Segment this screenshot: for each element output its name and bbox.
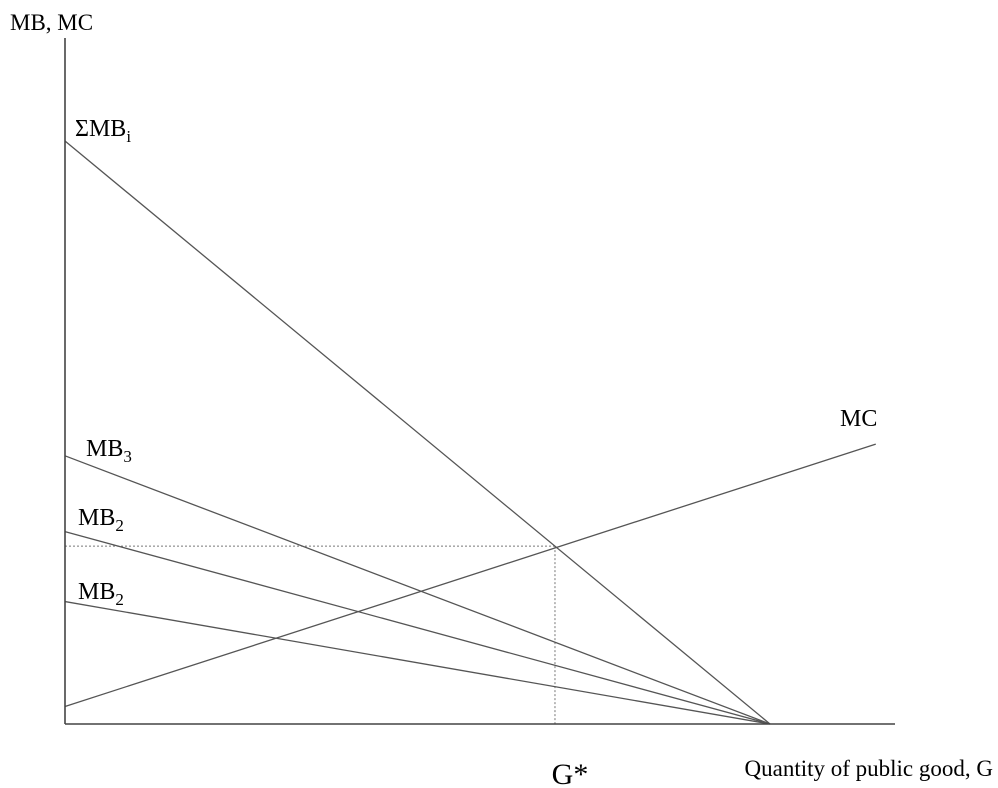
optimum-guide-lines <box>65 545 556 724</box>
sum-mb-label-main: ΣMB <box>75 116 126 142</box>
mc-line <box>64 443 876 708</box>
mb2-lower-label: MB2 <box>78 579 124 609</box>
mb3-label-main: MB <box>86 436 123 462</box>
mb3-label: MB3 <box>86 436 132 466</box>
mb2-lower-label-subscript: 2 <box>115 590 124 609</box>
mb3-label-subscript: 3 <box>123 447 132 466</box>
x-axis-label: Quantity of public good, G <box>745 756 994 781</box>
mb3-line <box>64 455 771 725</box>
sum-mb-label-subscript: i <box>126 127 131 146</box>
mb2-upper-line <box>64 530 771 725</box>
sum-mb-line <box>64 140 771 725</box>
mb2-upper-label-main: MB <box>78 505 115 531</box>
curves <box>64 140 876 725</box>
mc-label-main: MC <box>840 406 877 432</box>
mb2-upper-label: MB2 <box>78 505 124 535</box>
sum-mb-label: ΣMBi <box>75 116 131 146</box>
mb2-lower-label-main: MB <box>78 579 115 605</box>
mb2-upper-label-subscript: 2 <box>115 516 124 535</box>
g-star-label: G* <box>552 758 589 788</box>
mb2-lower-line <box>64 600 771 725</box>
y-axis-label: MB, MC <box>10 10 93 35</box>
mc-label: MC <box>840 406 877 432</box>
